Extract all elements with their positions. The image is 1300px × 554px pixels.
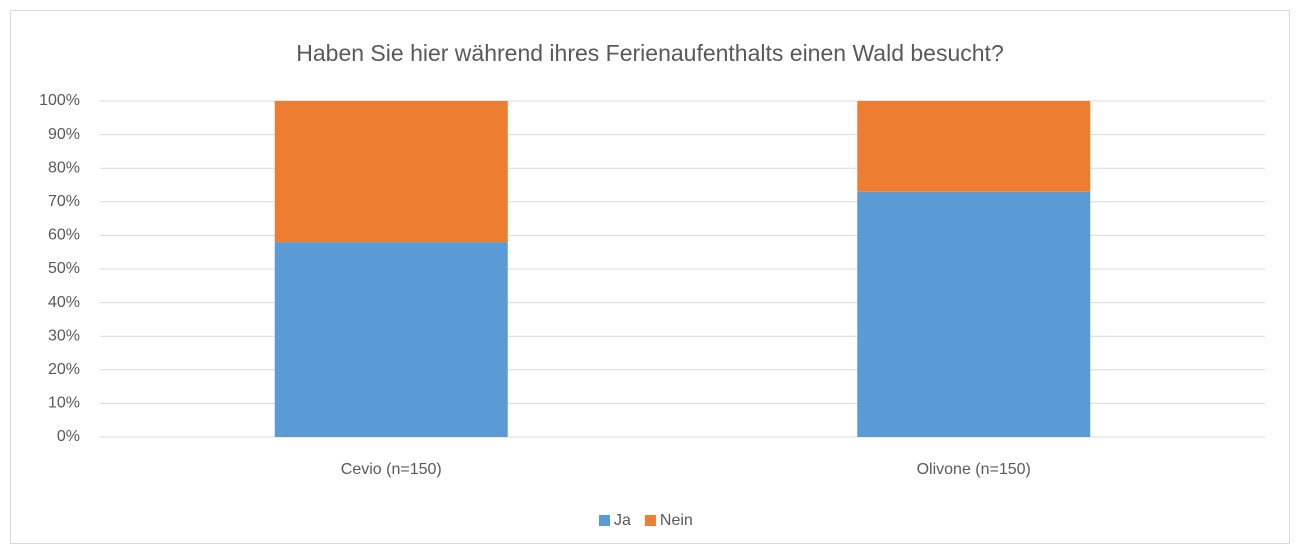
y-tick-label: 10% xyxy=(48,395,80,412)
chart-border xyxy=(10,10,1290,544)
y-tick-label: 60% xyxy=(48,227,80,244)
bar-segment xyxy=(274,242,508,437)
y-tick-label: 40% xyxy=(48,294,80,311)
y-tick-label: 90% xyxy=(48,126,80,143)
chart-title: Haben Sie hier während ihres Ferienaufen… xyxy=(296,40,1003,66)
legend-label: Nein xyxy=(660,512,693,529)
y-tick-label: 50% xyxy=(48,260,80,277)
legend-swatch xyxy=(644,515,656,526)
x-tick-label: Olivone (n=150) xyxy=(917,461,1031,478)
bar-segment xyxy=(274,101,508,243)
y-tick-label: 30% xyxy=(48,327,80,344)
legend-label: Ja xyxy=(614,512,631,529)
y-tick-label: 70% xyxy=(48,193,80,210)
legend-swatch xyxy=(599,515,610,526)
y-tick-label: 100% xyxy=(39,92,80,109)
bar-segment xyxy=(857,101,1091,192)
y-tick-label: 0% xyxy=(57,428,80,445)
bar-segment xyxy=(857,191,1091,437)
y-tick-label: 80% xyxy=(48,159,80,176)
y-tick-label: 20% xyxy=(48,361,80,378)
x-tick-label: Cevio (n=150) xyxy=(341,461,442,478)
